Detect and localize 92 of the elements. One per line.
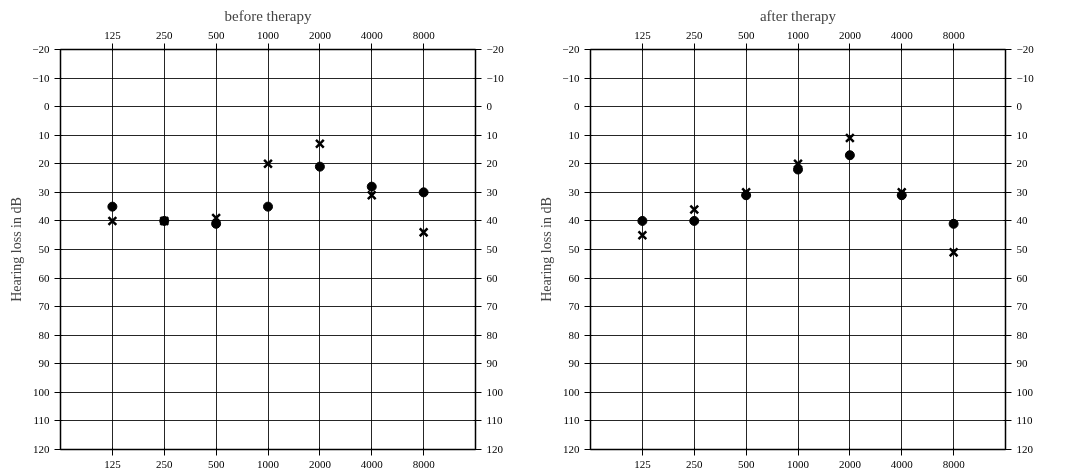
category-label: 2000 [308, 28, 331, 41]
y-tick-label: 100 [33, 385, 50, 398]
chart-title: after therapy [759, 7, 837, 24]
y2-tick-label: 20 [486, 157, 498, 170]
y2-tick-label: 10 [1016, 128, 1028, 141]
y2-tick-label: 100 [1016, 385, 1034, 398]
y-tick-label: 50 [38, 243, 50, 255]
y2-tick-label: 80 [1016, 328, 1028, 341]
y2-tick-label: 30 [1016, 185, 1028, 198]
y-tick-label: 110 [33, 414, 50, 427]
y2-tick-label: 70 [486, 300, 498, 313]
x-tick-label: 8000 [942, 457, 966, 470]
y-tick-label: 70 [38, 300, 50, 313]
y2-tick-label: 40 [1016, 214, 1028, 227]
y-tick-label: 60 [568, 271, 580, 284]
y2-tick-label: 60 [1016, 271, 1028, 284]
x-tick-label: 500 [207, 457, 225, 470]
category-label: 8000 [412, 28, 435, 41]
y-tick-label: 60 [38, 271, 50, 284]
y-tick-label: 80 [38, 328, 50, 341]
y-tick-label: 0 [574, 100, 580, 113]
x-tick-label: 1000 [257, 457, 280, 470]
chart-title: before therapy [224, 7, 313, 24]
y-axis-title: Hearing loss in dB [9, 197, 25, 302]
y-tick-label: 120 [563, 443, 580, 455]
y-tick-label: 90 [568, 357, 580, 370]
y2-tick-label: 10 [486, 128, 498, 141]
category-label: 250 [156, 28, 173, 41]
y2-tick-label: 0 [486, 100, 493, 113]
y2-tick-label: 70 [1016, 300, 1028, 313]
y-tick-label: 100 [563, 385, 580, 398]
x-tick-label: 250 [686, 457, 703, 470]
y2-tick-label: 50 [486, 243, 498, 255]
y-tick-label: 110 [563, 414, 580, 427]
y-tick-label: 80 [568, 328, 580, 341]
y2-tick-label: 40 [486, 214, 498, 227]
category-label: 125 [104, 28, 121, 41]
y-tick-label: 50 [568, 243, 580, 255]
y2-tick-label: 30 [486, 185, 498, 198]
y-tick-label: 0 [44, 100, 50, 113]
y2-tick-label: 120 [1016, 443, 1034, 455]
y2-tick-label: 0 [1016, 100, 1023, 113]
x-tick-label: 1000 [787, 457, 810, 470]
category-label: 125 [634, 28, 651, 41]
y-tick-label: 20 [568, 157, 580, 170]
x-tick-label: 250 [156, 457, 173, 470]
y-tick-label: 10 [568, 128, 580, 141]
x-tick-label: 4000 [890, 457, 914, 470]
y2-tick-label: 110 [1016, 414, 1034, 427]
x-tick-label: 2000 [838, 457, 862, 470]
y-tick-label: −10 [562, 71, 580, 84]
category-label: 500 [737, 28, 755, 41]
y-tick-label: 40 [568, 214, 580, 227]
category-label: 1000 [787, 28, 809, 41]
x-tick-label: 500 [737, 457, 755, 470]
x-tick-label: 2000 [308, 457, 332, 470]
category-label: 2000 [838, 28, 861, 41]
x-tick-label: 125 [634, 457, 652, 470]
y2-tick-label: 20 [1016, 157, 1028, 170]
y-tick-label: −20 [32, 43, 50, 55]
y-tick-label: 20 [38, 157, 50, 170]
y2-tick-label: 50 [1016, 243, 1028, 255]
y2-tick-label: 90 [1016, 357, 1028, 370]
x-tick-label: 4000 [360, 457, 384, 470]
y-tick-label: 90 [38, 357, 50, 370]
x-tick-label: 8000 [412, 457, 436, 470]
y-axis-title: Hearing loss in dB [539, 197, 555, 302]
category-label: 4000 [890, 28, 913, 41]
y2-tick-label: 110 [486, 414, 504, 427]
y2-tick-label: −20 [1016, 43, 1035, 55]
y2-tick-label: −20 [486, 43, 505, 55]
y2-tick-label: 80 [486, 328, 498, 341]
category-label: 8000 [942, 28, 965, 41]
category-label: 500 [207, 28, 225, 41]
y2-tick-label: 90 [486, 357, 498, 370]
y2-tick-label: 60 [486, 271, 498, 284]
y-tick-label: 40 [38, 214, 50, 227]
y-tick-label: 120 [33, 443, 50, 455]
y2-tick-label: −10 [486, 71, 505, 84]
y-tick-label: 30 [568, 185, 580, 198]
y-tick-label: −10 [32, 71, 50, 84]
category-label: 250 [686, 28, 703, 41]
category-label: 1000 [257, 28, 279, 41]
category-label: 4000 [360, 28, 383, 41]
y-tick-label: 10 [38, 128, 50, 141]
y2-tick-label: 120 [486, 443, 504, 455]
x-tick-label: 125 [104, 457, 122, 470]
y-tick-label: −20 [562, 43, 580, 55]
y-tick-label: 70 [568, 300, 580, 313]
y2-tick-label: −10 [1016, 71, 1035, 84]
y2-tick-label: 100 [486, 385, 504, 398]
y-tick-label: 30 [38, 185, 50, 198]
